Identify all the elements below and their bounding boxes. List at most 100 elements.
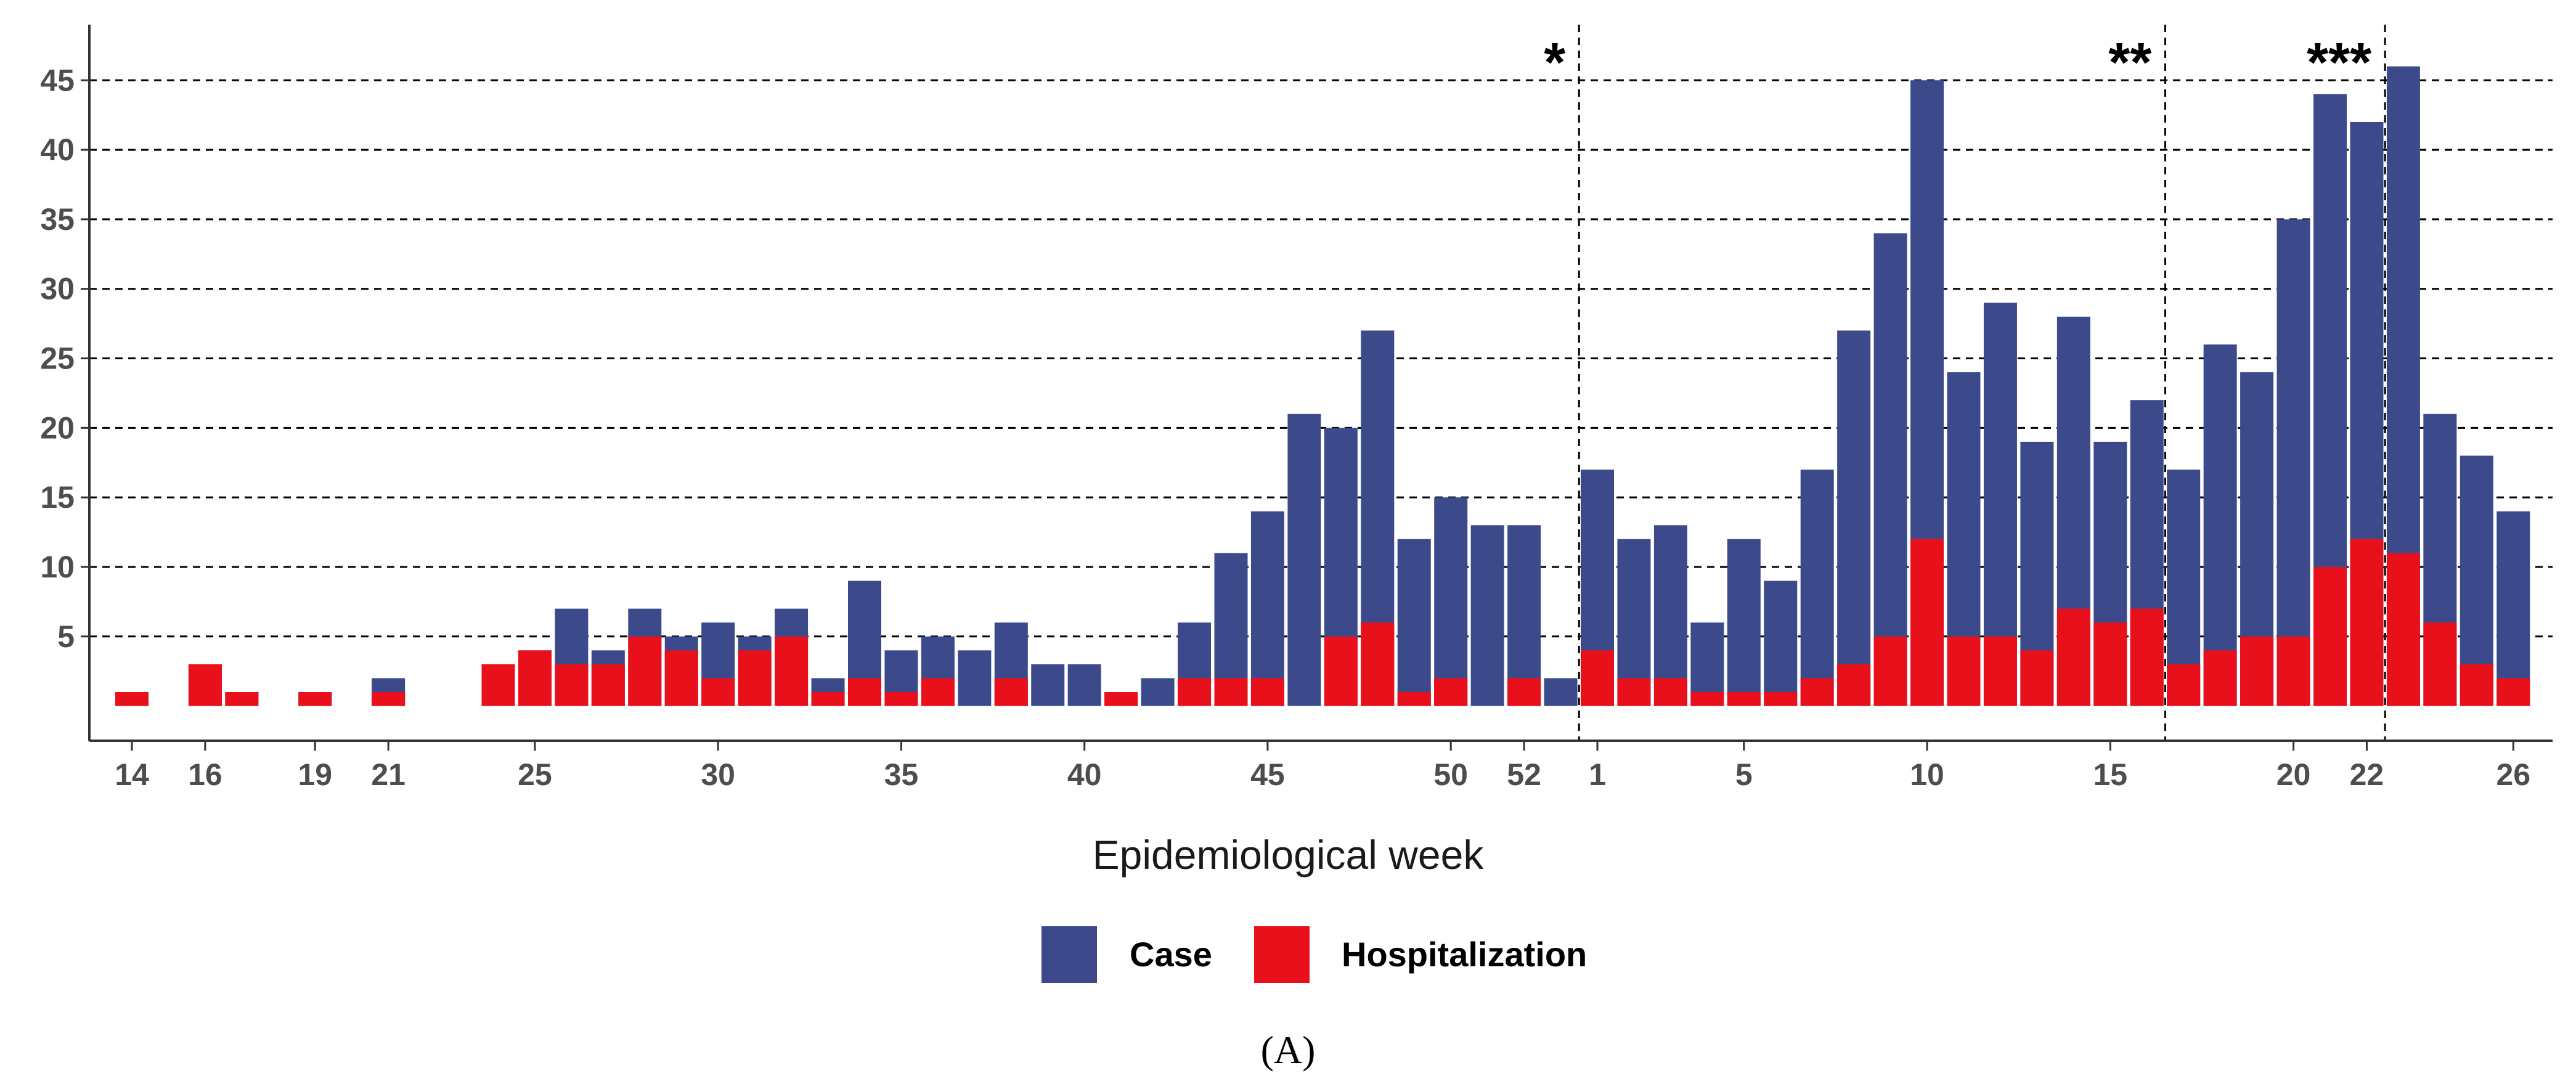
bar-hospitalization — [2167, 664, 2201, 706]
bar-hospitalization — [2093, 622, 2127, 706]
bar-hospitalization — [1690, 692, 1724, 706]
x-tick-label: 22 — [2350, 757, 2384, 792]
bar-hospitalization — [2130, 608, 2164, 706]
bar-case — [1507, 525, 1541, 706]
y-tick-label: 30 — [40, 272, 75, 306]
x-tick-label: 50 — [1433, 757, 1468, 792]
bar-hospitalization — [1250, 678, 1284, 706]
x-tick-label: 21 — [371, 757, 406, 792]
bar-hospitalization — [701, 678, 735, 706]
bar-hospitalization — [1361, 622, 1395, 706]
x-tick-label: 35 — [884, 757, 919, 792]
bar-case — [1873, 233, 1907, 706]
bar-hospitalization — [1324, 636, 1358, 706]
x-tick-label: 19 — [298, 757, 332, 792]
bar-hospitalization — [2386, 553, 2420, 706]
bar-hospitalization — [884, 692, 918, 706]
bar-hospitalization — [2276, 636, 2310, 706]
legend-label: Case — [1130, 935, 1212, 974]
grid-layer — [89, 79, 2553, 638]
bar-case — [1470, 525, 1504, 706]
bar-case — [1690, 622, 1724, 706]
bar-hospitalization — [298, 692, 332, 706]
legend-swatch-hospitalization — [1254, 926, 1310, 983]
x-tick-label: 25 — [518, 757, 552, 792]
bar-hospitalization — [994, 678, 1028, 706]
bar-hospitalization — [1581, 650, 1614, 706]
bar-hospitalization — [591, 664, 625, 706]
x-tick-label: 40 — [1067, 757, 1102, 792]
bar-hospitalization — [1837, 664, 1871, 706]
bar-case — [1067, 664, 1101, 706]
bar-case — [1837, 330, 1871, 706]
bar-case — [1397, 539, 1431, 706]
y-tick-label: 5 — [57, 619, 75, 654]
bar-hospitalization — [2313, 566, 2347, 706]
bar-hospitalization — [848, 678, 881, 706]
bar-case — [1727, 539, 1761, 706]
marker-label: *** — [2307, 32, 2371, 94]
bar-hospitalization — [1214, 678, 1248, 706]
y-tick-label: 20 — [40, 410, 75, 445]
y-tick-label: 15 — [40, 480, 75, 515]
x-tick-label: 20 — [2276, 757, 2311, 792]
bar-case — [1800, 470, 1834, 706]
x-tick-label: 26 — [2496, 757, 2530, 792]
bar-hospitalization — [2460, 664, 2493, 706]
bar-case — [2276, 219, 2310, 706]
x-tick-label: 5 — [1735, 757, 1753, 792]
panel-label: (A) — [1261, 1028, 1316, 1072]
bar-hospitalization — [372, 692, 406, 706]
bar-hospitalization — [2240, 636, 2274, 706]
bar-layer — [115, 66, 2530, 706]
bar-hospitalization — [1434, 678, 1468, 706]
x-tick-label: 30 — [701, 757, 735, 792]
bar-hospitalization — [555, 664, 589, 706]
bar-hospitalization — [115, 692, 149, 706]
x-tick-label: 14 — [115, 757, 149, 792]
bar-case — [2203, 344, 2237, 706]
bar-case — [2497, 511, 2530, 706]
bar-case — [1031, 664, 1065, 706]
bar-hospitalization — [1873, 636, 1907, 706]
bar-hospitalization — [225, 692, 259, 706]
bar-hospitalization — [1104, 692, 1138, 706]
bar-case — [1287, 414, 1321, 706]
bar-hospitalization — [628, 636, 662, 706]
bar-hospitalization — [1507, 678, 1541, 706]
bar-hospitalization — [1910, 539, 1944, 706]
y-tick-label: 10 — [40, 550, 75, 584]
bar-hospitalization — [518, 650, 552, 706]
x-tick-label: 10 — [1910, 757, 1944, 792]
x-tick-label: 45 — [1250, 757, 1285, 792]
marker-layer: * ** *** — [1544, 25, 2386, 741]
y-tick-label: 25 — [40, 341, 75, 376]
marker-label: * — [1544, 32, 1565, 94]
bar-hospitalization — [1653, 678, 1687, 706]
bar-hospitalization — [2020, 650, 2054, 706]
x-tick-label: 1 — [1589, 757, 1606, 792]
bar-hospitalization — [811, 692, 845, 706]
x-tick-label: 16 — [188, 757, 222, 792]
bar-case — [1764, 581, 1798, 706]
y-tick-label: 45 — [40, 63, 75, 97]
bar-hospitalization — [1947, 636, 1981, 706]
x-tick-label: 15 — [2093, 757, 2127, 792]
bar-hospitalization — [1178, 678, 1212, 706]
bar-hospitalization — [481, 664, 515, 706]
bar-case — [1141, 678, 1175, 706]
y-tick-label: 35 — [40, 202, 75, 237]
bar-hospitalization — [2497, 678, 2530, 706]
bar-hospitalization — [1617, 678, 1651, 706]
bar-case — [1653, 525, 1687, 706]
bar-case — [958, 650, 992, 706]
bar-hospitalization — [2350, 539, 2384, 706]
bar-hospitalization — [2423, 622, 2457, 706]
legend-swatch-case — [1041, 926, 1097, 983]
bar-hospitalization — [1800, 678, 1834, 706]
marker-label: ** — [2108, 32, 2151, 94]
legend-label: Hospitalization — [1342, 935, 1587, 974]
bar-hospitalization — [664, 650, 698, 706]
